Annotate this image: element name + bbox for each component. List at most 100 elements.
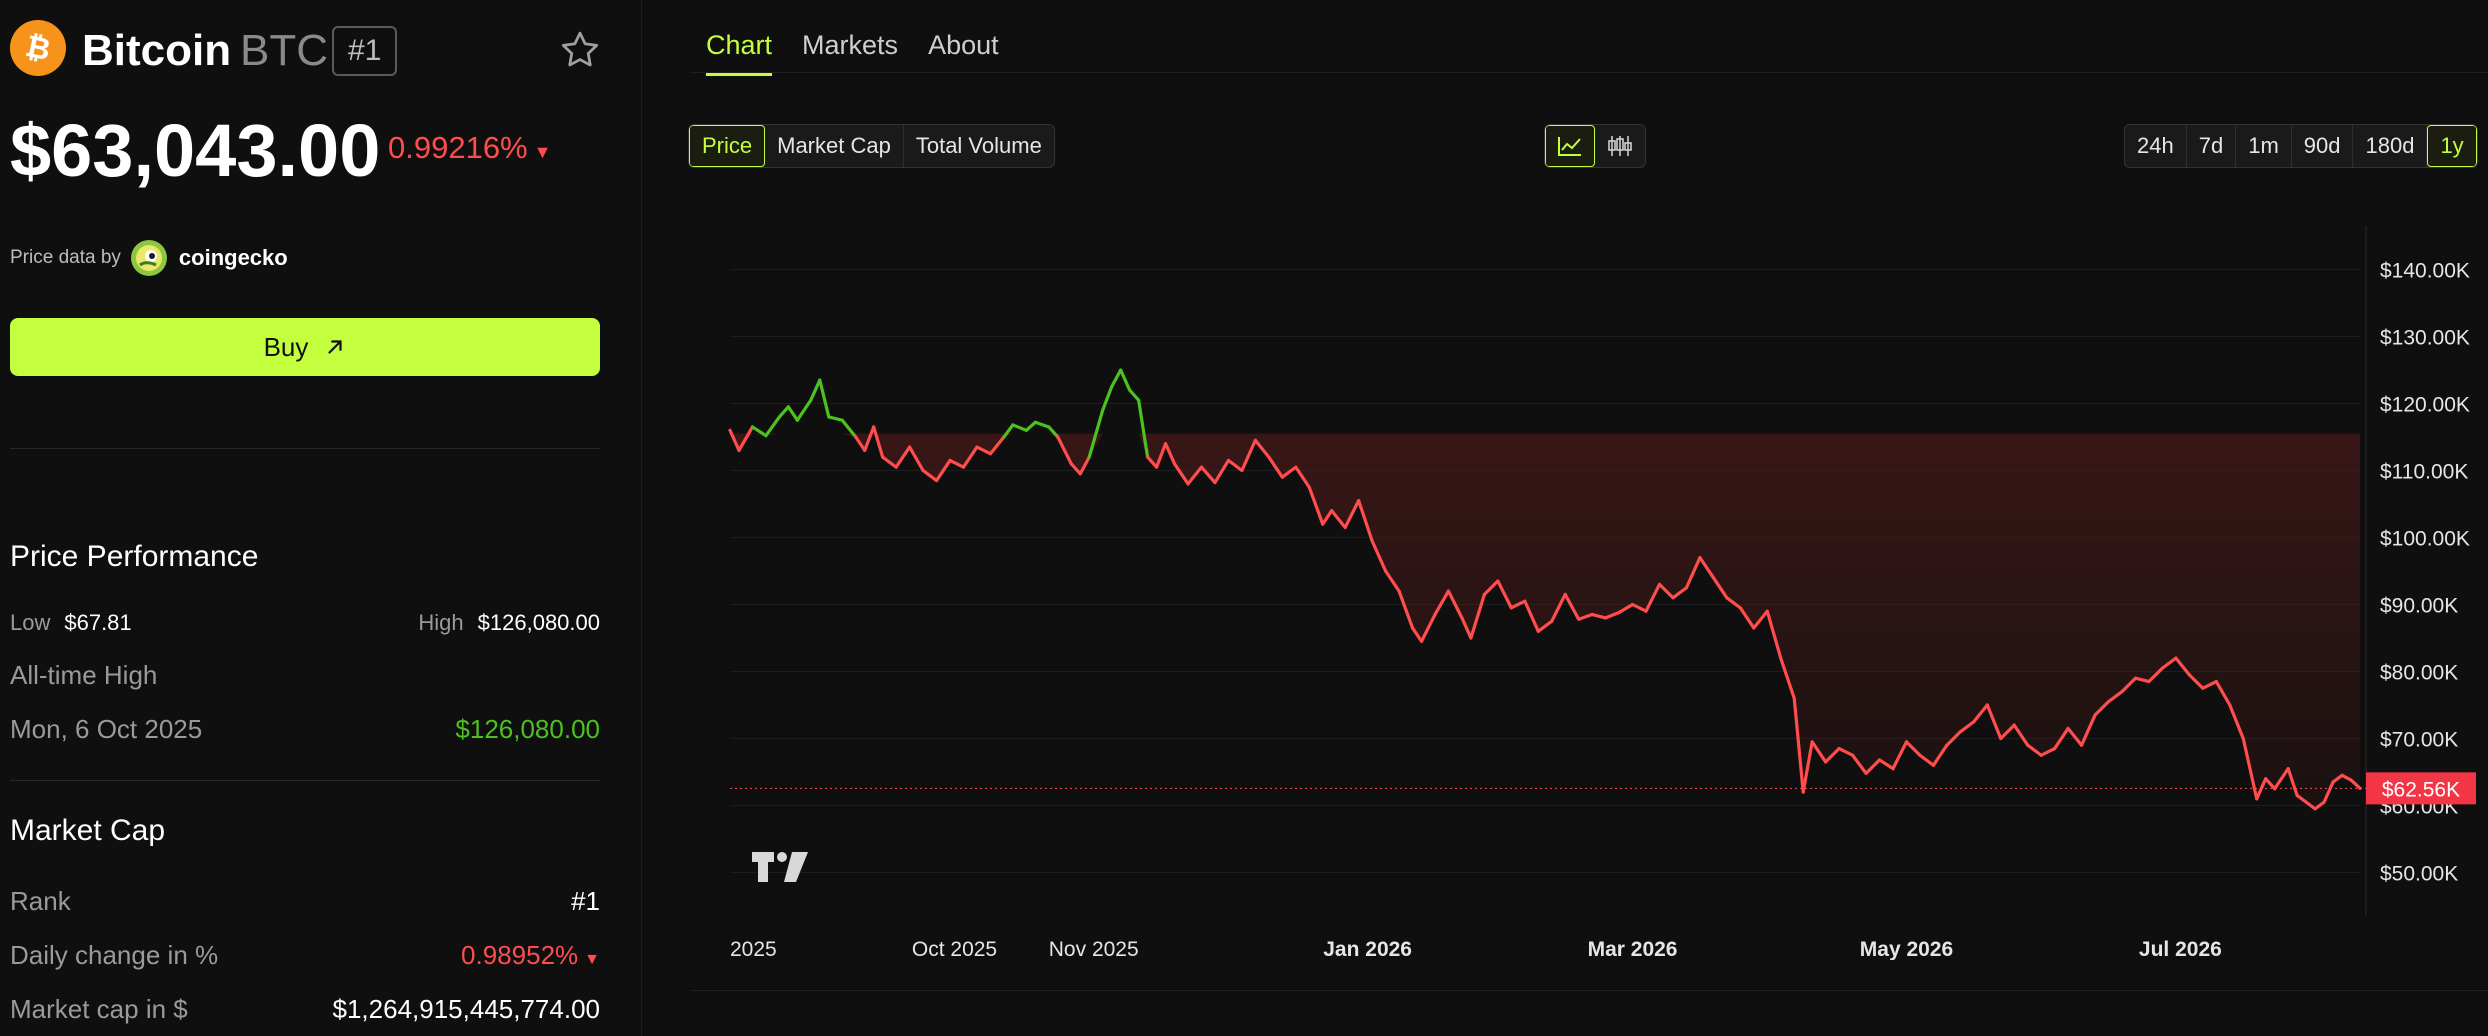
tab-chart[interactable]: Chart	[706, 30, 773, 76]
coin-header: ₿ Bitcoin BTC #1	[10, 20, 610, 80]
price-line-segment	[1199, 465, 1217, 485]
price-line-segment	[988, 435, 1006, 456]
x-tick-label: Nov 2025	[1049, 938, 1139, 960]
price-line-segment	[2012, 723, 2030, 747]
line-chart-icon[interactable]	[1545, 125, 1595, 167]
range-7d-button[interactable]: 7d	[2187, 125, 2237, 167]
rank-value: #1	[571, 886, 600, 916]
price-line-segment	[1163, 442, 1177, 466]
price-line-segment	[1765, 609, 1783, 660]
price-line-segment	[1684, 556, 1702, 590]
price-line-segment	[1213, 458, 1231, 485]
current-price: $63,043.00	[10, 109, 381, 192]
y-tick-label: $120.00K	[2380, 394, 2470, 417]
tabs-divider	[690, 72, 2488, 73]
market-cap-usd-label: Market cap in $	[10, 994, 188, 1024]
price-line-segment	[2160, 656, 2178, 670]
metric-total-volume-button[interactable]: Total Volume	[915, 133, 1042, 158]
range-24h-button[interactable]: 24h	[2125, 125, 2187, 167]
ath-label: All-time High	[10, 660, 158, 690]
x-tick-label: Jan 2026	[1323, 938, 1412, 960]
price-line-segment	[2053, 726, 2070, 751]
price-line-segment	[1047, 425, 1060, 439]
price-line-segment	[1801, 740, 1814, 794]
below-baseline-area	[730, 433, 2360, 809]
price-line-segment	[2349, 778, 2362, 790]
down-triangle-icon: ▼	[533, 142, 552, 162]
metric-price-button[interactable]: Price	[689, 125, 766, 167]
price-line-segment	[737, 425, 755, 452]
price-line-segment	[2133, 676, 2151, 684]
time-range-toggle: 24h 7d 1m 90d 180d 1y	[2124, 124, 2478, 168]
price-line-segment	[1137, 398, 1150, 459]
range-180d-button[interactable]: 180d	[2353, 125, 2428, 167]
high-value: $126,080.00	[477, 610, 600, 635]
price-line-segment	[1725, 596, 1742, 610]
ath-value: $126,080.00	[455, 714, 600, 744]
chart-bottom-divider	[690, 990, 2488, 991]
low-value: $67.81	[64, 610, 132, 635]
buy-button[interactable]: Buy	[10, 318, 600, 376]
price-line-segment	[1630, 602, 1648, 613]
price-line-segment	[1146, 455, 1159, 469]
price-line-segment	[2214, 679, 2232, 707]
price-line-segment	[1904, 740, 1922, 757]
price-line-segment	[728, 428, 741, 452]
tab-markets[interactable]: Markets	[802, 30, 899, 60]
price-line-segment	[1509, 599, 1527, 610]
price-line-segment	[1999, 723, 2016, 741]
provider-name[interactable]: coingecko	[178, 245, 288, 270]
y-tick-label: $110.00K	[2380, 461, 2468, 484]
main-tabs: Chart Markets About	[706, 30, 1029, 76]
price-line-segment	[2026, 743, 2043, 757]
price-line-segment	[1985, 703, 2003, 741]
range-90d-button[interactable]: 90d	[2292, 125, 2354, 167]
price-line-segment	[2106, 690, 2124, 704]
price-line-segment	[1119, 368, 1132, 392]
range-1m-button[interactable]: 1m	[2236, 125, 2292, 167]
price-change-pct: 0.99216% ▼	[388, 130, 551, 166]
price-line-segment	[2039, 746, 2057, 757]
price-line-segment	[1824, 746, 1841, 764]
price-line-segment	[764, 415, 781, 438]
tab-about[interactable]: About	[928, 30, 999, 60]
price-line-segment	[1226, 458, 1244, 473]
y-tick-label: $70.00K	[2380, 729, 2458, 752]
price-line-segment	[1101, 385, 1114, 412]
low-label: Low	[10, 610, 51, 635]
price-line-segment	[872, 425, 885, 459]
chart-type-toggle	[1544, 124, 1646, 168]
price-line-segment	[1850, 753, 1868, 775]
price-line-segment	[1644, 582, 1662, 613]
price-line-segment	[934, 458, 952, 483]
price-line-segment	[750, 425, 768, 438]
price-line-segment	[1496, 579, 1513, 610]
price-line-segment	[2313, 800, 2326, 811]
metric-toggle: Price Market Cap Total Volume	[688, 124, 1055, 168]
market-cap-usd-value: $1,264,915,445,774.00	[332, 994, 600, 1024]
price-line-segment	[2187, 673, 2205, 690]
buy-label: Buy	[263, 331, 309, 362]
low-high-row: Low $67.81 High $126,080.00	[10, 610, 600, 642]
price-line-segment	[1958, 720, 1976, 734]
price-line-segment	[2273, 767, 2290, 791]
price-line-segment	[1877, 758, 1895, 771]
price-line-segment	[1446, 589, 1464, 620]
price-line-segment	[1779, 656, 1796, 700]
bitcoin-logo-icon: ₿	[10, 20, 66, 76]
candlestick-icon[interactable]	[1595, 125, 1645, 167]
coin-symbol: BTC	[240, 26, 328, 75]
range-1y-button[interactable]: 1y	[2427, 125, 2477, 167]
coingecko-logo-icon	[130, 240, 167, 276]
price-line-segment	[2066, 726, 2084, 747]
price-chart-svg[interactable]: $140.00K $130.00K $120.00K $110.00K $100.00K…	[690, 220, 2488, 961]
price-line-segment	[921, 468, 939, 483]
market-cap-row-rank: Rank #1	[10, 886, 600, 922]
price-line-segment	[1698, 556, 1715, 580]
price-line-segment	[1078, 455, 1091, 476]
price-line-segment	[1321, 509, 1334, 526]
metric-market-cap-button[interactable]: Market Cap	[765, 125, 904, 167]
favorite-star-icon[interactable]	[558, 28, 602, 72]
price-line-segment	[1253, 438, 1271, 459]
price-chart[interactable]: $140.00K $130.00K $120.00K $110.00K $100.00K…	[690, 220, 2488, 961]
